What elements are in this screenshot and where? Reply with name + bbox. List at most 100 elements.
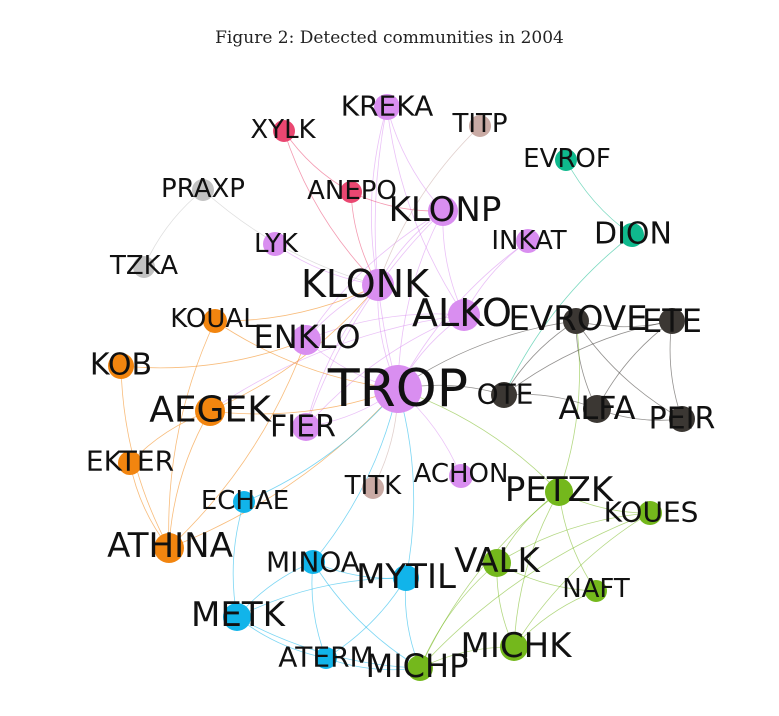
node-inkat[interactable] <box>516 229 540 253</box>
edge-koues-michk <box>513 512 651 648</box>
figure-caption: Figure 2: Detected communities in 2004 <box>215 28 564 48</box>
node-label-trop: TROP <box>327 359 468 419</box>
node-koual[interactable] <box>203 309 227 333</box>
node-aterm[interactable] <box>315 647 337 669</box>
node-label-ete: ETE <box>642 302 702 340</box>
node-fier[interactable] <box>292 413 320 441</box>
node-minoa[interactable] <box>301 550 325 574</box>
edge-koual-klonk <box>214 284 379 322</box>
edge-xylk-klonk <box>283 130 379 286</box>
node-label-evrove: EVROVE <box>508 299 647 339</box>
node-label-alko: ALKO <box>412 291 512 335</box>
node-aegek[interactable] <box>195 396 225 426</box>
node-label-enklo: ENKLO <box>253 318 360 356</box>
edge-alko-aegek <box>209 314 465 412</box>
edge-koues-valk <box>496 512 651 564</box>
node-kob[interactable] <box>108 353 134 379</box>
node-label-aterm: ATERM <box>278 641 373 674</box>
node-label-athina: ATHINA <box>107 526 233 566</box>
node-label-klonk: KLONK <box>301 262 430 306</box>
node-label-peir: PEIR <box>649 402 716 437</box>
node-label-minoa: MINOA <box>266 546 360 579</box>
node-label-praxp: PRAXP <box>161 174 245 204</box>
edge-koual-athina <box>168 320 216 549</box>
node-label-titp: TITP <box>451 109 507 139</box>
node-enklo[interactable] <box>291 325 321 355</box>
node-label-kob: KOB <box>90 348 152 383</box>
node-titk[interactable] <box>362 477 384 499</box>
node-mytil[interactable] <box>393 565 419 591</box>
node-label-echae: ECHAE <box>201 486 289 516</box>
node-anepo[interactable] <box>340 181 362 203</box>
edge-petzk-michp <box>419 491 560 669</box>
node-label-dion: DION <box>594 217 672 252</box>
node-praxp[interactable] <box>192 179 214 201</box>
node-label-lyk: LYK <box>254 229 299 259</box>
edge-valk-michp <box>419 562 498 669</box>
node-label-titk: TITK <box>344 471 402 501</box>
edge-athina-trop <box>168 388 399 549</box>
edge-alko-enklo <box>305 313 465 341</box>
node-naft[interactable] <box>585 580 607 602</box>
edge-koual-trop <box>214 320 399 390</box>
node-label-fier: FIER <box>270 410 336 445</box>
node-label-naft: NAFT <box>562 574 630 604</box>
edge-mytil-metk <box>236 577 407 618</box>
node-valk[interactable] <box>483 549 511 577</box>
node-titp[interactable] <box>469 115 491 137</box>
node-label-inkat: INKAT <box>491 226 566 256</box>
node-michp[interactable] <box>407 655 433 681</box>
node-label-metk: METK <box>191 595 287 635</box>
node-metk[interactable] <box>223 603 251 631</box>
edge-athina-enklo <box>168 339 307 549</box>
edge-evrove-peir <box>575 320 683 420</box>
edge-titp-klonk <box>377 125 481 286</box>
node-label-michk: MICHK <box>461 626 574 666</box>
node-petzk[interactable] <box>545 478 573 506</box>
node-achon[interactable] <box>449 464 473 488</box>
edge-kreka-alko <box>386 106 465 316</box>
node-label-achon: ACHON <box>414 459 509 489</box>
edge-petzk-evrove <box>558 320 580 493</box>
edge-ete-ote <box>503 320 673 396</box>
edge-klonp-fier <box>305 210 444 428</box>
node-label-koual: KOUAL <box>170 304 258 334</box>
node-ete[interactable] <box>659 308 685 334</box>
node-ote[interactable] <box>491 382 517 408</box>
node-lyk[interactable] <box>263 232 287 256</box>
node-klonp[interactable] <box>428 196 458 226</box>
node-evrove[interactable] <box>563 308 589 334</box>
edge-petzk-michk <box>513 491 560 648</box>
edge-aegek-athina <box>168 410 211 549</box>
node-label-valk: VALK <box>454 541 541 581</box>
label-layer: TROP KLONK KLONP ALKO ENKLO FIER KREKA LYK INKAT… <box>86 90 715 686</box>
node-peir[interactable] <box>669 406 695 432</box>
node-tzka[interactable] <box>133 256 155 278</box>
node-trop[interactable] <box>374 365 422 413</box>
node-koues[interactable] <box>638 501 662 525</box>
node-michk[interactable] <box>500 633 528 661</box>
node-label-xylk: XYLK <box>250 115 316 145</box>
node-echae[interactable] <box>233 491 255 513</box>
node-alfa[interactable] <box>583 395 611 423</box>
node-dion[interactable] <box>620 223 644 247</box>
node-evrof[interactable] <box>555 149 577 171</box>
edge-dion-ote <box>503 234 633 396</box>
node-label-tzka: TZKA <box>109 251 178 281</box>
node-xylk[interactable] <box>273 120 295 142</box>
node-label-anepo: ANEPO <box>307 176 397 206</box>
node-alko[interactable] <box>448 299 480 331</box>
node-kreka[interactable] <box>374 94 400 120</box>
node-ekter[interactable] <box>118 451 142 475</box>
node-klonk[interactable] <box>362 269 394 301</box>
node-label-kreka: KREKA <box>341 90 434 123</box>
node-label-ote: OTE <box>477 378 534 411</box>
edge-kreka-klonk <box>370 106 388 286</box>
node-athina[interactable] <box>154 533 184 563</box>
node-label-koues: KOUES <box>604 496 699 529</box>
node-label-michp: MICHP <box>366 647 469 685</box>
node-label-aegek: AEGEK <box>149 390 272 431</box>
edge-minoa-michp <box>312 561 421 669</box>
node-label-alfa: ALFA <box>558 389 635 427</box>
